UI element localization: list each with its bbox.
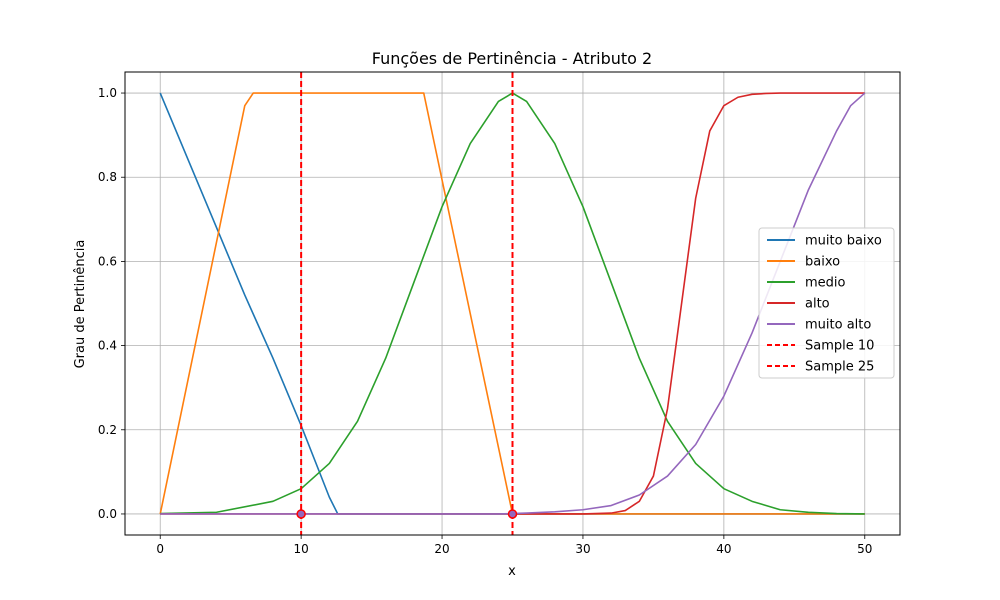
y-tick-label: 0.2 [98, 423, 117, 437]
x-tick-label: 50 [857, 542, 872, 556]
sample-marker [507, 509, 518, 519]
sample-markers [296, 509, 518, 519]
y-ticks: 0.0 0.2 0.4 0.6 0.8 1.0 [98, 86, 125, 521]
y-tick-label: 1.0 [98, 86, 117, 100]
legend: muito baixo baixo medio alto muito alto Sampl… [758, 227, 895, 379]
x-ticks: 0 10 20 30 40 50 [156, 535, 872, 556]
legend-label: medio [805, 276, 846, 291]
series-line-alto [160, 92, 865, 515]
sample-marker [296, 509, 306, 519]
legend-label: Sample 25 [805, 360, 874, 375]
y-tick-label: 0.8 [98, 170, 117, 184]
x-tick-label: 30 [575, 542, 590, 556]
plot-frame [124, 71, 901, 536]
x-tick-label: 40 [716, 542, 731, 556]
legend-label: muito baixo [805, 234, 882, 249]
y-tick-label: 0.4 [98, 339, 117, 353]
y-tick-label: 0.0 [98, 507, 117, 521]
x-tick-label: 0 [156, 542, 164, 556]
legend-label: alto [805, 297, 830, 312]
y-tick-label: 0.6 [98, 254, 117, 268]
chart-title: Funções de Pertinência - Atributo 2 [372, 49, 652, 68]
x-axis-label: x [508, 564, 516, 579]
sample-lines [300, 72, 514, 535]
series-line-medio [160, 92, 865, 515]
series-line-muito-alto [160, 92, 866, 515]
legend-box [758, 227, 895, 379]
x-tick-label: 10 [293, 542, 308, 556]
x-tick-label: 20 [434, 542, 449, 556]
legend-label: Sample 10 [805, 339, 874, 354]
series-line-muito-baixo [159, 92, 865, 515]
y-axis-label: Grau de Pertinência [73, 240, 88, 369]
legend-label: baixo [805, 255, 840, 270]
legend-label: muito alto [805, 318, 871, 333]
series-layer [159, 92, 866, 515]
